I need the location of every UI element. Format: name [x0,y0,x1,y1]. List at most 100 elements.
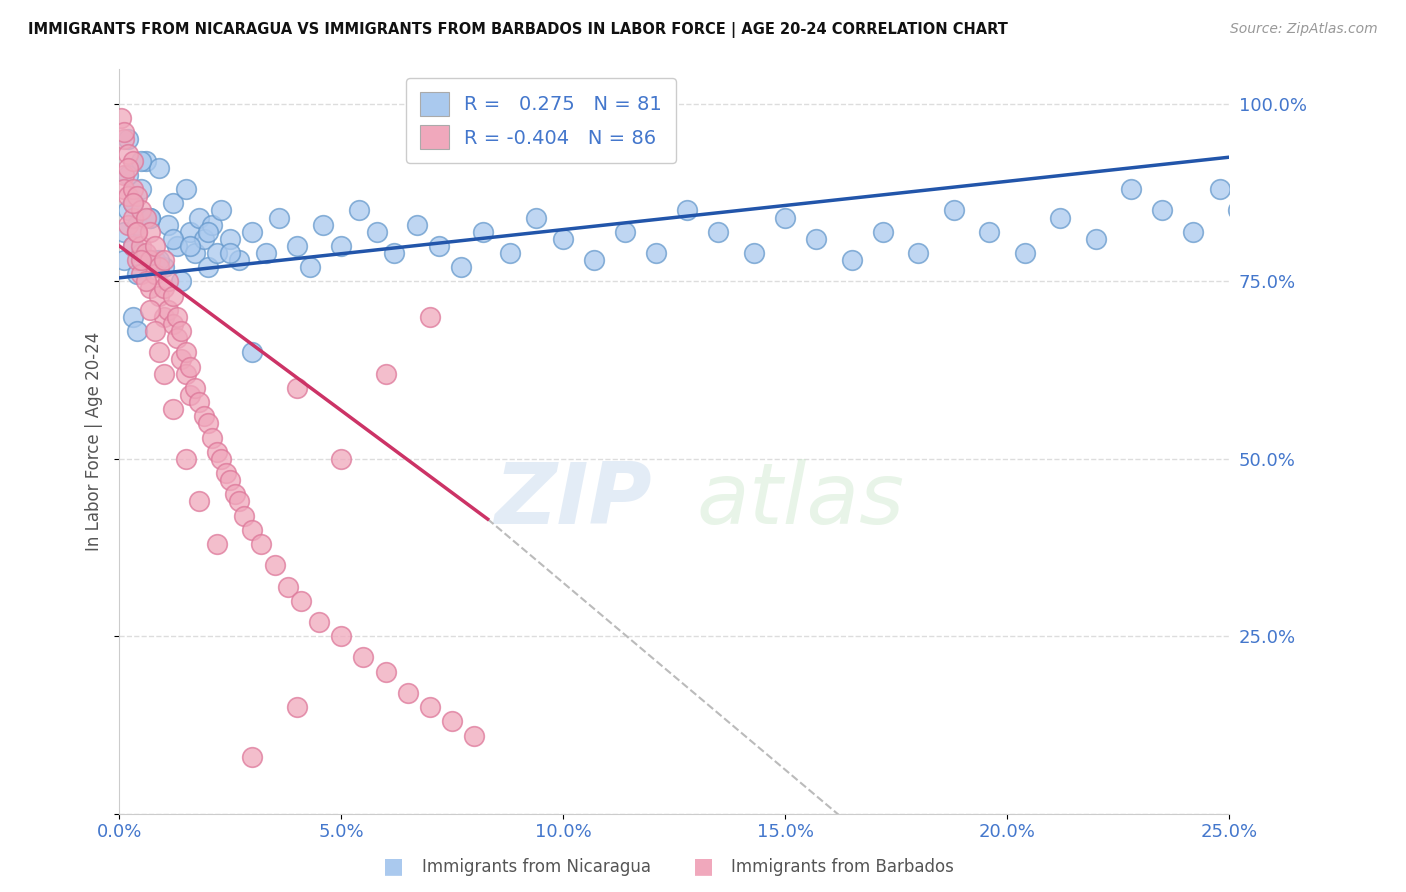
Point [841,253,863,268]
Point [117,132,139,146]
Point [117,218,139,232]
Point [499,246,522,260]
Point [117,161,139,175]
Point [205,444,228,458]
Point [157,218,180,232]
Point [152,253,174,268]
Point [277,580,299,594]
Point [742,246,765,260]
Point [131,253,153,268]
Point [267,211,290,225]
Point [219,232,242,246]
Point [526,211,548,225]
Point [152,281,174,295]
Point [162,288,184,302]
Point [148,161,170,175]
Point [170,352,193,367]
Point [121,196,143,211]
Point [125,225,148,239]
Point [254,246,277,260]
Point [125,218,148,232]
Point [183,381,205,395]
Point [209,203,232,218]
Point [201,218,224,232]
Text: IMMIGRANTS FROM NICARAGUA VS IMMIGRANTS FROM BARBADOS IN LABOR FORCE | AGE 20-24: IMMIGRANTS FROM NICARAGUA VS IMMIGRANTS … [28,22,1008,38]
Point [676,203,699,218]
Point [157,274,180,288]
Point [131,246,153,260]
Point [139,281,162,295]
Point [773,211,796,225]
Point [121,239,143,253]
Point [285,381,308,395]
Point [183,246,205,260]
Point [162,196,184,211]
Point [135,274,157,288]
Point [197,260,219,275]
Point [139,211,162,225]
Point [112,253,135,268]
Point [942,203,965,218]
Point [162,402,184,417]
Point [117,168,139,182]
Point [139,302,162,317]
Point [419,700,441,714]
Point [121,211,143,225]
Point [374,367,396,381]
Text: Source: ZipAtlas.com: Source: ZipAtlas.com [1230,22,1378,37]
Point [463,729,485,743]
Point [121,239,143,253]
Point [166,331,188,345]
Point [188,395,211,409]
Text: ■: ■ [384,856,404,876]
Point [112,182,135,196]
Point [135,153,157,168]
Point [330,451,353,466]
Point [1182,225,1205,239]
Point [135,246,157,260]
Point [205,537,228,551]
Point [232,508,254,523]
Point [1253,161,1275,175]
Point [179,225,201,239]
Point [384,246,406,260]
Point [139,211,162,225]
Point [1121,182,1143,196]
Point [228,494,250,508]
Point [121,196,143,211]
Point [707,225,730,239]
Point [174,182,197,196]
Point [143,253,166,268]
Point [112,132,135,146]
Point [312,218,335,232]
Point [583,253,606,268]
Point [441,714,464,729]
Point [1084,232,1107,246]
Point [396,686,419,700]
Point [125,225,148,239]
Point [242,225,264,239]
Point [148,288,170,302]
Point [131,203,153,218]
Point [170,324,193,338]
Point [1209,182,1232,196]
Point [125,253,148,268]
Point [143,268,166,282]
Point [174,345,197,359]
Point [143,239,166,253]
Point [117,146,139,161]
Point [299,260,322,275]
Point [152,367,174,381]
Point [872,225,894,239]
Point [121,182,143,196]
Point [1014,246,1036,260]
Point [419,310,441,324]
Point [179,388,201,402]
Point [121,310,143,324]
Point [205,246,228,260]
Point [174,451,197,466]
Point [209,451,232,466]
Point [110,112,132,126]
Text: atlas: atlas [696,459,904,542]
Point [347,203,370,218]
